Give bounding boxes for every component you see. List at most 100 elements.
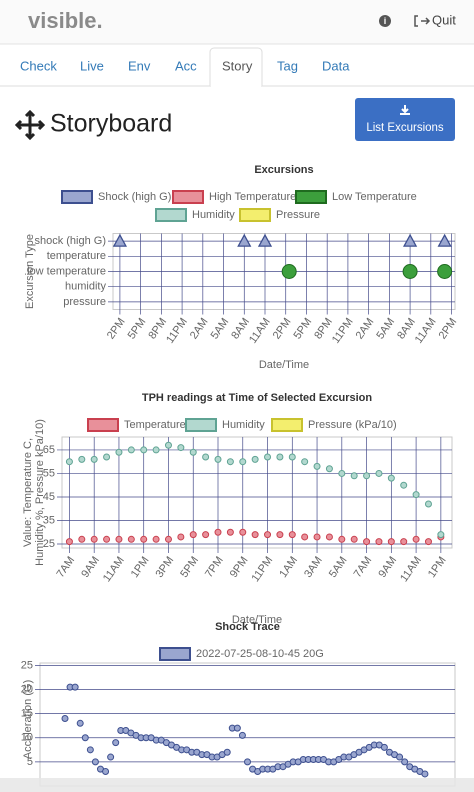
tab[interactable]: Tag	[277, 58, 298, 73]
data-point	[421, 770, 429, 778]
chart-title: Excursions	[254, 164, 313, 176]
data-point	[363, 538, 371, 546]
legend-label: Low Temperature	[332, 191, 417, 203]
legend-swatch	[271, 418, 303, 432]
quit-icon[interactable]	[414, 15, 431, 27]
data-point	[338, 535, 346, 543]
data-point	[251, 455, 259, 463]
data-point	[288, 453, 296, 461]
data-point	[350, 535, 358, 543]
data-point	[276, 453, 284, 461]
y-tick-label: low temperature	[27, 265, 106, 277]
data-point	[164, 535, 172, 543]
legend-swatch	[155, 208, 187, 222]
info-icon[interactable]	[379, 15, 391, 27]
y-tick-label: 65	[43, 444, 55, 456]
chart: Excursions Shock (high G) High Temperature…	[24, 164, 459, 371]
y-axis-label: Excursion Type	[24, 234, 36, 309]
y-tick-label: 25	[21, 659, 33, 671]
data-point	[400, 481, 408, 489]
tab[interactable]: Story	[222, 58, 253, 73]
legend-swatch	[172, 190, 204, 204]
x-tick-label: 5PM	[178, 555, 201, 580]
data-point	[112, 739, 120, 747]
x-tick-label: 5PM	[126, 316, 149, 341]
y-axis-label: Acceleration (G)	[22, 680, 34, 759]
plot-frame	[61, 436, 453, 549]
data-point	[177, 444, 185, 452]
legend-label: Pressure (kPa/10)	[308, 419, 397, 431]
data-point	[140, 446, 148, 454]
data-point	[437, 233, 452, 247]
x-tick-label: 9AM	[79, 555, 102, 580]
x-tick-label: 11PM	[250, 555, 276, 585]
tab-bar: Check Live Env Acc Story Tag Data	[20, 47, 350, 87]
data-point	[325, 465, 333, 473]
y-tick-label: 5	[27, 756, 33, 768]
data-point	[103, 535, 111, 543]
data-point	[402, 264, 418, 279]
download-icon	[400, 105, 410, 115]
data-point	[350, 472, 358, 480]
tab[interactable]: Env	[128, 58, 151, 73]
data-point	[401, 758, 409, 766]
y-tick-label: shock (high G)	[34, 235, 106, 247]
x-tick-label: 1PM	[426, 555, 449, 580]
y-tick-label: 55	[43, 467, 55, 479]
chart: TPH readings at Time of Selected Excursi…	[22, 392, 453, 626]
data-point	[257, 233, 273, 247]
y-axis-label: Value: Temperature C,	[22, 438, 34, 547]
x-tick-label: 5AM	[374, 316, 397, 341]
x-tick-label: 11PM	[330, 316, 356, 346]
x-tick-label: 5AM	[209, 316, 232, 341]
data-point	[127, 446, 135, 454]
data-point	[214, 528, 222, 536]
page-title: Storyboard	[50, 110, 172, 138]
x-tick-label: 2PM	[105, 316, 128, 341]
data-point	[90, 455, 98, 463]
list-excursions-button[interactable]	[355, 98, 455, 141]
chart-title: TPH readings at Time of Selected Excursi…	[142, 392, 373, 404]
bottom-fade	[0, 778, 474, 792]
data-point	[325, 533, 333, 541]
data-point	[164, 441, 172, 449]
data-point	[387, 474, 395, 482]
x-tick-label: 2AM	[354, 316, 377, 341]
data-point	[152, 535, 160, 543]
data-point	[313, 533, 321, 541]
tab[interactable]: Data	[322, 58, 350, 73]
legend-swatch	[185, 418, 217, 432]
data-point	[396, 753, 404, 761]
data-point	[239, 528, 247, 536]
quit-link[interactable]: Quit	[432, 12, 456, 27]
data-point	[76, 719, 84, 727]
data-point	[202, 531, 210, 539]
data-point	[313, 462, 321, 470]
data-point	[237, 233, 252, 247]
tab[interactable]: Check	[20, 58, 57, 73]
y-tick-label: 35	[43, 514, 55, 526]
data-point	[363, 472, 371, 480]
chart-title: Shock Trace	[215, 621, 280, 633]
x-tick-label: 1PM	[129, 555, 152, 580]
data-point	[86, 746, 94, 754]
legend-label: Pressure	[276, 209, 320, 221]
x-tick-label: 5AM	[327, 555, 350, 580]
data-point	[244, 758, 251, 766]
legend-label: Humidity	[222, 419, 265, 431]
tab[interactable]: Live	[80, 58, 104, 73]
data-point	[78, 455, 86, 463]
x-tick-label: 5PM	[291, 316, 314, 341]
x-tick-label: 3AM	[302, 555, 325, 580]
legend-swatch	[87, 418, 119, 432]
legend-label: 2022-07-25-08-10-45 20G	[196, 648, 324, 660]
active-tab-box	[209, 47, 263, 86]
logo[interactable]: visible.	[28, 8, 103, 33]
data-point	[412, 491, 420, 499]
data-point	[65, 458, 73, 466]
y-tick-label: 45	[43, 491, 55, 503]
move-icon	[14, 109, 46, 141]
data-point	[140, 535, 148, 543]
tab[interactable]: Acc	[175, 58, 197, 73]
